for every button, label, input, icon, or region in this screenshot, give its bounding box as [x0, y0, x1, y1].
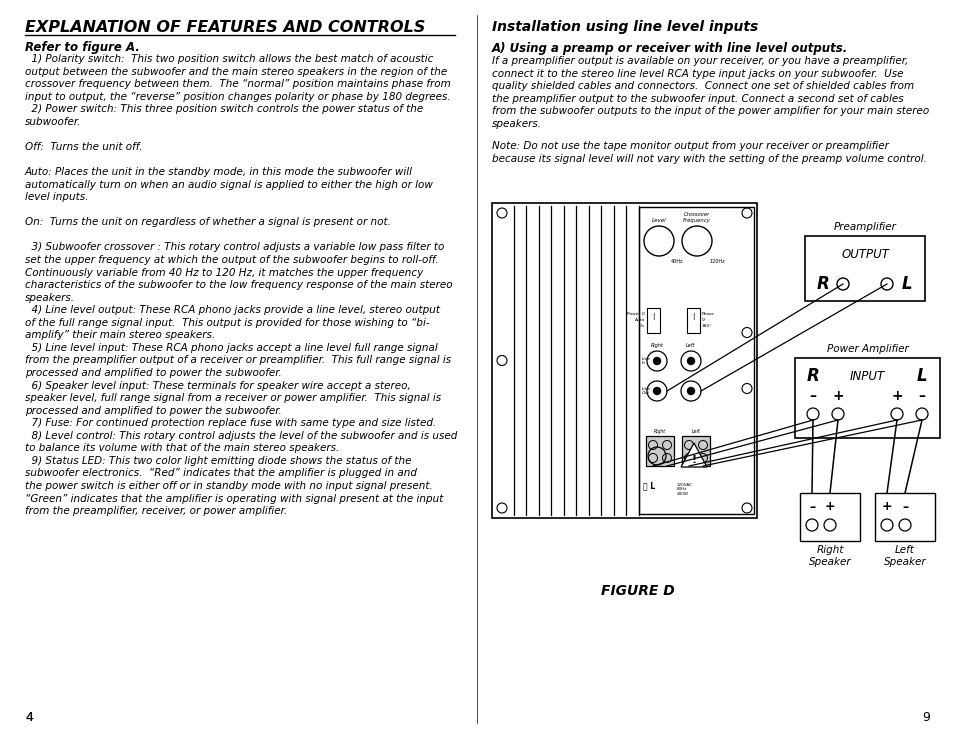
Text: L: L	[901, 275, 911, 293]
Text: Right
Speaker: Right Speaker	[808, 545, 850, 567]
Text: L: L	[916, 367, 926, 385]
Text: FIGURE D: FIGURE D	[600, 584, 674, 598]
Text: Preamplifier: Preamplifier	[833, 222, 896, 232]
Text: Phase: Phase	[701, 312, 714, 316]
Text: EXPLANATION OF FEATURES AND CONTROLS: EXPLANATION OF FEATURES AND CONTROLS	[25, 20, 425, 35]
Text: –: –	[808, 500, 814, 514]
Bar	[492, 203, 757, 518]
Text: +: +	[890, 389, 902, 403]
Text: 4: 4	[25, 711, 32, 724]
Bar	[874, 493, 934, 541]
Text: |: |	[652, 313, 654, 320]
Text: Power Amplifier: Power Amplifier	[825, 344, 907, 354]
Text: Note: Do not use the tape monitor output from your receiver or preamplifier
beca: Note: Do not use the tape monitor output…	[492, 141, 926, 164]
Text: On: On	[639, 324, 644, 328]
Bar	[646, 308, 659, 333]
Bar	[639, 207, 753, 514]
Text: 40Hz: 40Hz	[670, 259, 682, 264]
Text: 9: 9	[922, 711, 929, 724]
Text: Installation using line level inputs: Installation using line level inputs	[492, 20, 758, 34]
Text: INPUT: INPUT	[849, 370, 884, 382]
Circle shape	[687, 387, 694, 395]
Text: –: –	[918, 389, 924, 403]
Text: Right: Right	[653, 429, 665, 434]
Text: R: R	[806, 367, 819, 385]
Bar	[681, 436, 709, 466]
Bar	[804, 236, 924, 301]
Text: –: –	[809, 389, 816, 403]
Circle shape	[653, 387, 659, 395]
Text: Left: Left	[691, 429, 700, 434]
Text: Level: Level	[651, 218, 665, 223]
Bar	[794, 358, 939, 438]
Text: |: |	[692, 313, 694, 320]
Text: A) Using a preamp or receiver with line level outputs.: A) Using a preamp or receiver with line …	[492, 42, 847, 55]
Text: OUTPUT: OUTPUT	[841, 247, 888, 261]
Polygon shape	[680, 443, 706, 467]
Bar	[686, 308, 700, 333]
Text: Line
Out: Line Out	[641, 387, 651, 396]
Text: –: –	[901, 500, 907, 514]
Text: Line
In: Line In	[641, 356, 651, 365]
Text: Ⓤ L: Ⓤ L	[642, 481, 655, 491]
Text: Crossover
Frequency: Crossover Frequency	[682, 213, 710, 223]
Text: 1) Polarity switch:  This two position switch allows the best match of acoustic
: 1) Polarity switch: This two position sw…	[25, 54, 456, 516]
Text: If a preamplifier output is available on your receiver, or you have a preamplifi: If a preamplifier output is available on…	[492, 56, 928, 129]
Text: 180°: 180°	[701, 324, 712, 328]
Text: !: !	[691, 455, 696, 465]
Text: Auto: Auto	[634, 318, 644, 322]
Bar	[800, 493, 859, 541]
Text: 4: 4	[25, 711, 32, 724]
Text: +: +	[823, 500, 835, 514]
Text: Power O: Power O	[626, 312, 644, 316]
Text: Right: Right	[650, 343, 662, 348]
Circle shape	[687, 357, 694, 365]
Text: +: +	[831, 389, 842, 403]
Text: +: +	[881, 500, 891, 514]
Text: Left: Left	[685, 343, 695, 348]
Text: Refer to figure A.: Refer to figure A.	[25, 41, 140, 54]
Text: Left
Speaker: Left Speaker	[882, 545, 925, 567]
Text: 120Hz: 120Hz	[708, 259, 724, 264]
Bar	[645, 436, 673, 466]
Text: 120VAC
60Hz
200W: 120VAC 60Hz 200W	[677, 483, 692, 496]
Text: R: R	[816, 275, 828, 293]
Text: 0°: 0°	[701, 318, 706, 322]
Circle shape	[653, 357, 659, 365]
